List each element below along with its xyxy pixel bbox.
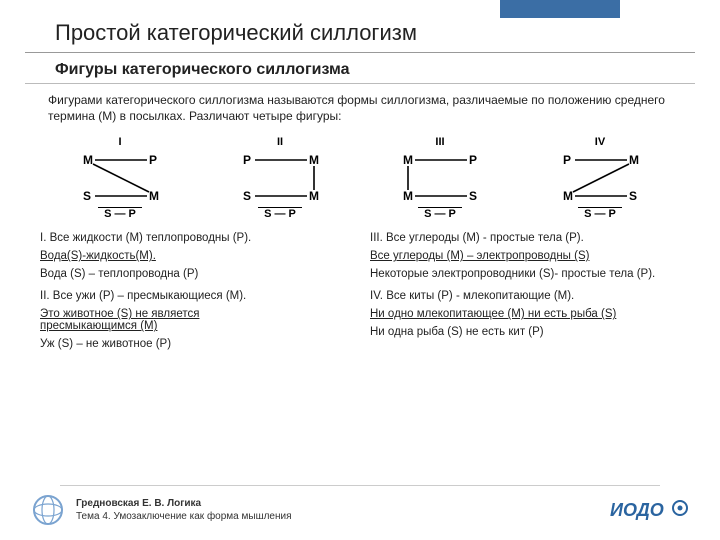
letter-p: P [469,153,477,167]
example-2-conclusion: Уж (S) – не животное (Р) [40,338,350,350]
examples: I. Все жидкости (М) теплопроводны (Р). В… [0,226,720,360]
figure-2-conclusion: S — P [258,207,302,220]
example-3: III. Все углероды (М) - простые тела (Р)… [370,232,680,280]
figure-3: III M P M S S — P [395,136,485,222]
example-4-conclusion: Ни одна рыба (S) не есть кит (Р) [370,326,680,338]
example-1-num: I. [40,232,46,244]
intro-text: Фигурами категорического силлогизма назы… [0,84,720,128]
example-3-premise2: Все углероды (М) – электропроводны (S) [370,250,680,262]
letter-s: S [469,189,477,203]
figure-1-diagram: M P S M [75,150,165,204]
example-1-conclusion: Вода (S) – теплопроводна (Р) [40,268,350,280]
slide-title: Простой категорический силлогизм [55,20,665,46]
figure-2-label: II [235,136,325,148]
figure-3-conclusion: S — P [418,207,462,220]
logo-right-icon: ИОДО [610,496,690,524]
slide-subheader: Фигуры категорического силлогизма [25,53,695,84]
accent-bar [500,0,620,18]
slide-subtitle: Фигуры категорического силлогизма [55,61,665,79]
figure-4-label: IV [555,136,645,148]
examples-col-right: III. Все углероды (М) - простые тела (Р)… [370,232,680,360]
figures-row: I M P S M S — P II P M S M S — P III M [0,128,720,226]
figure-2-diagram: P M S M [235,150,325,204]
example-1-premise2: Вода(S)-жидкость(М). [40,250,350,262]
letter-m: M [149,189,159,203]
figure-1-label: I [75,136,165,148]
figure-3-label: III [395,136,485,148]
figure-1-conclusion: S — P [98,207,142,220]
figure-4-conclusion: S — P [578,207,622,220]
example-2-premise2a: Это животное (S) не является [40,308,350,320]
letter-s: S [83,189,91,203]
footer-left: Гредновская Е. В. Логика Тема 4. Умозакл… [30,492,292,528]
example-4-premise2: Ни одно млекопитающее (М) ни есть рыба (… [370,308,680,320]
footer: Гредновская Е. В. Логика Тема 4. Умозакл… [0,492,720,528]
figure-2: II P M S M S — P [235,136,325,222]
letter-s: S [243,189,251,203]
example-3-num: III. [370,232,383,244]
letter-p: P [243,153,251,167]
example-2: IV. II. Все ужи (Р) – пресмыкающиеся (М)… [40,290,350,350]
footer-rule [60,485,660,486]
letter-m: M [309,153,319,167]
example-4-premise1: Все киты (Р) - млекопитающие (М). [386,290,574,302]
letter-m: M [403,189,413,203]
example-2-premise1: Все ужи (Р) – пресмыкающиеся (М). [53,290,246,302]
footer-topic: Тема 4. Умозаключение как форма мышления [76,510,292,523]
figure-1: I M P S M S — P [75,136,165,222]
figure-4: IV P M M S S — P [555,136,645,222]
letter-m: M [563,189,573,203]
figure-3-diagram: M P M S [395,150,485,204]
examples-col-left: I. Все жидкости (М) теплопроводны (Р). В… [40,232,350,360]
example-3-conclusion: Некоторые электропроводники (S)- простые… [370,268,680,280]
letter-m: M [83,153,93,167]
letter-p: P [149,153,157,167]
figure-4-diagram: P M M S [555,150,645,204]
logo-left-icon [30,492,66,528]
example-2-num: II. [40,290,50,302]
footer-text: Гредновская Е. В. Логика Тема 4. Умозакл… [76,497,292,523]
example-3-premise1: Все углероды (М) - простые тела (Р). [386,232,584,244]
example-2-premise2b: пресмыкающимся (М) [40,320,350,332]
logo-right-text: ИОДО [610,500,664,520]
letter-m: M [403,153,413,167]
footer-author: Гредновская Е. В. Логика [76,497,292,510]
letter-s: S [629,189,637,203]
example-1-premise1: Все жидкости (М) теплопроводны (Р). [50,232,252,244]
letter-m: M [309,189,319,203]
example-4: IV. Все киты (Р) - млекопитающие (М). Ни… [370,290,680,338]
letter-p: P [563,153,571,167]
example-4-num: IV. [370,290,383,302]
example-1: I. Все жидкости (М) теплопроводны (Р). В… [40,232,350,280]
letter-m: M [629,153,639,167]
